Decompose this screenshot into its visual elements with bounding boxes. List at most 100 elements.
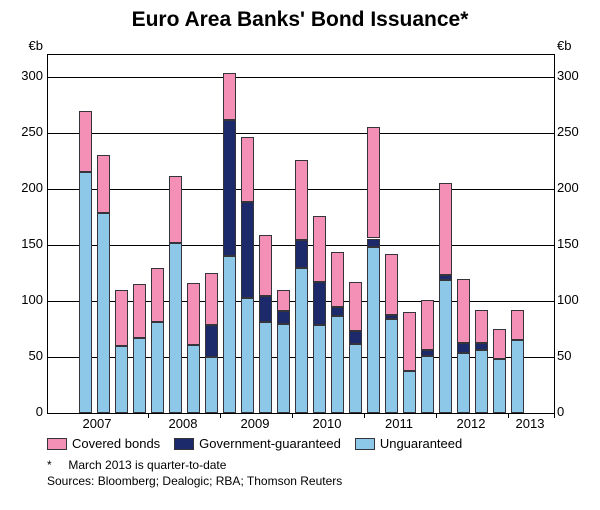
legend-item-covered: Covered bonds bbox=[47, 436, 160, 451]
sources-label: Sources: bbox=[47, 474, 94, 488]
bar bbox=[169, 176, 182, 413]
bar-segment-unguaranteed bbox=[421, 356, 434, 413]
bar-segment-government bbox=[295, 240, 308, 268]
x-tick bbox=[364, 413, 365, 418]
bar-segment-covered bbox=[241, 137, 254, 202]
y-tick-left: 300 bbox=[21, 68, 43, 83]
plot-area bbox=[47, 54, 555, 414]
bar-segment-covered bbox=[133, 284, 146, 338]
bar-segment-unguaranteed bbox=[97, 213, 110, 413]
bar bbox=[133, 284, 146, 413]
bar-segment-government bbox=[241, 202, 254, 298]
bar-segment-government bbox=[421, 350, 434, 356]
bar-segment-unguaranteed bbox=[133, 338, 146, 413]
y-tick-left: 250 bbox=[21, 124, 43, 139]
y-tick-right: 200 bbox=[557, 180, 579, 195]
bar-segment-unguaranteed bbox=[457, 353, 470, 413]
bar-segment-unguaranteed bbox=[439, 280, 452, 413]
bar-segment-unguaranteed bbox=[475, 350, 488, 413]
bar-segment-unguaranteed bbox=[79, 172, 92, 413]
y-tick-left: 150 bbox=[21, 236, 43, 251]
bar-segment-covered bbox=[295, 160, 308, 239]
bar bbox=[313, 216, 326, 413]
y-tick-left: 0 bbox=[36, 404, 43, 419]
bar bbox=[403, 312, 416, 413]
y-unit-left: €b bbox=[29, 38, 43, 53]
x-tick bbox=[436, 413, 437, 418]
bar-segment-covered bbox=[421, 300, 434, 350]
bars-layer bbox=[48, 55, 554, 413]
bar-segment-unguaranteed bbox=[295, 268, 308, 413]
bar-segment-covered bbox=[475, 310, 488, 342]
bar-segment-government bbox=[259, 296, 272, 323]
bar-segment-unguaranteed bbox=[313, 325, 326, 413]
bar-segment-unguaranteed bbox=[223, 256, 236, 413]
bar-segment-unguaranteed bbox=[385, 319, 398, 413]
x-year-label: 2011 bbox=[369, 416, 429, 431]
bar bbox=[295, 160, 308, 413]
bar bbox=[241, 137, 254, 413]
bar bbox=[187, 283, 200, 413]
bar-segment-government bbox=[367, 239, 380, 248]
x-year-label: 2013 bbox=[500, 416, 560, 431]
bar bbox=[439, 183, 452, 413]
y-tick-right: 300 bbox=[557, 68, 579, 83]
bar-segment-unguaranteed bbox=[367, 247, 380, 413]
bar-segment-covered bbox=[439, 183, 452, 276]
bar-segment-covered bbox=[97, 155, 110, 213]
bar-segment-government bbox=[349, 331, 362, 343]
x-year-label: 2010 bbox=[297, 416, 357, 431]
legend-swatch bbox=[355, 438, 375, 450]
chart-container: Euro Area Banks' Bond Issuance* 05010015… bbox=[0, 0, 600, 510]
bar-segment-covered bbox=[403, 312, 416, 370]
bar-segment-government bbox=[277, 311, 290, 323]
bar bbox=[331, 252, 344, 413]
bar bbox=[205, 273, 218, 413]
sources-text: Bloomberg; Dealogic; RBA; Thomson Reuter… bbox=[98, 474, 343, 488]
chart-title: Euro Area Banks' Bond Issuance* bbox=[0, 8, 600, 32]
y-tick-left: 200 bbox=[21, 180, 43, 195]
x-year-label: 2012 bbox=[441, 416, 501, 431]
bar-segment-unguaranteed bbox=[349, 344, 362, 413]
sources: Sources: Bloomberg; Dealogic; RBA; Thoms… bbox=[47, 474, 342, 488]
bar-segment-government bbox=[439, 275, 452, 279]
bar-segment-covered bbox=[367, 127, 380, 239]
bar-segment-unguaranteed bbox=[241, 298, 254, 413]
bar bbox=[223, 73, 236, 413]
bar-segment-covered bbox=[151, 268, 164, 323]
bar-segment-government bbox=[331, 307, 344, 316]
bar-segment-unguaranteed bbox=[169, 243, 182, 413]
bar-segment-unguaranteed bbox=[187, 345, 200, 413]
bar-segment-unguaranteed bbox=[259, 322, 272, 413]
bar-segment-covered bbox=[169, 176, 182, 243]
bar bbox=[115, 290, 128, 413]
bar-segment-unguaranteed bbox=[151, 322, 164, 413]
bar-segment-unguaranteed bbox=[511, 340, 524, 413]
bar bbox=[511, 310, 524, 413]
bar-segment-covered bbox=[349, 282, 362, 331]
legend-item-unguaranteed: Unguaranteed bbox=[355, 436, 462, 451]
x-year-label: 2009 bbox=[225, 416, 285, 431]
x-year-label: 2008 bbox=[153, 416, 213, 431]
legend: Covered bonds Government-guaranteed Unguar… bbox=[47, 436, 476, 453]
bar-segment-unguaranteed bbox=[115, 346, 128, 413]
bar bbox=[259, 235, 272, 413]
bar-segment-government bbox=[205, 325, 218, 357]
y-tick-right: 50 bbox=[557, 348, 571, 363]
bar bbox=[367, 127, 380, 413]
bar-segment-covered bbox=[187, 283, 200, 345]
legend-label: Government-guaranteed bbox=[199, 436, 341, 451]
bar-segment-government bbox=[457, 343, 470, 353]
bar-segment-covered bbox=[457, 279, 470, 343]
footnote: * March 2013 is quarter-to-date bbox=[47, 458, 226, 472]
bar-segment-covered bbox=[205, 273, 218, 324]
bar bbox=[475, 310, 488, 413]
bar-segment-covered bbox=[79, 111, 92, 173]
legend-label: Covered bonds bbox=[72, 436, 160, 451]
legend-item-government: Government-guaranteed bbox=[174, 436, 341, 451]
bar-segment-covered bbox=[115, 290, 128, 346]
bar bbox=[349, 282, 362, 413]
bar bbox=[457, 279, 470, 413]
footnote-text: March 2013 is quarter-to-date bbox=[68, 458, 226, 472]
bar-segment-government bbox=[313, 282, 326, 325]
